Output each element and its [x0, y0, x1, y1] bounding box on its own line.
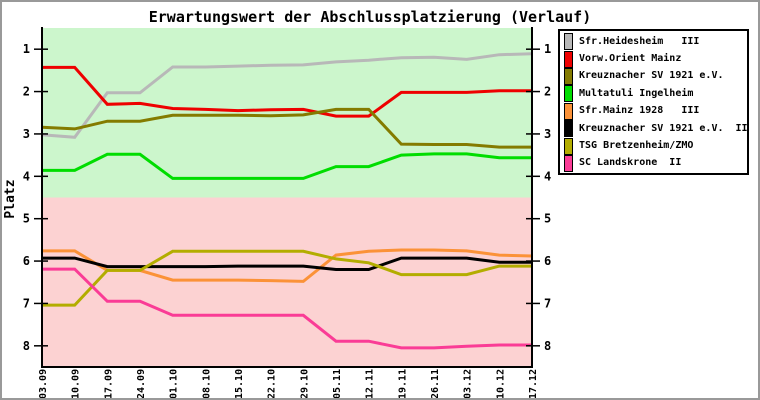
- legend-swatch: [564, 120, 573, 138]
- y-tick-label-left: 3: [23, 127, 30, 141]
- legend-item: Vorw.Orient Mainz: [564, 50, 747, 68]
- legend-label: TSG Bretzenheim/ZMO: [579, 140, 694, 152]
- x-tick-label: 12.11: [365, 369, 376, 399]
- legend-label: Kreuznacher SV 1921 e.V. II: [579, 122, 748, 134]
- y-tick-label-right: 5: [544, 212, 551, 226]
- legend-item: SC Landskrone II: [564, 154, 747, 172]
- zone-upper-placements: [42, 28, 532, 198]
- legend-swatch: [564, 154, 573, 172]
- series-line-0: [41, 52, 533, 139]
- y-tick-label-right: 8: [544, 339, 551, 353]
- x-tick-label: 10.09: [71, 369, 82, 399]
- series-line-1: [42, 65, 532, 118]
- legend-swatch: [564, 137, 573, 155]
- legend-item: Sfr.Heidesheim III: [564, 33, 747, 51]
- x-tick-label: 19.11: [397, 369, 408, 399]
- y-tick-label-right: 3: [544, 127, 551, 141]
- legend-item: Kreuznacher SV 1921 e.V.: [564, 67, 747, 85]
- legend-item: Sfr.Mainz 1928 III: [564, 102, 747, 120]
- x-tick-label: 22.10: [267, 369, 278, 399]
- y-tick-label-right: 4: [544, 169, 551, 183]
- y-tick-label-left: 5: [23, 212, 30, 226]
- x-tick-label: 15.10: [234, 369, 245, 399]
- legend-swatch: [564, 67, 573, 85]
- chart-title: Erwartungswert der Abschlussplatzierung …: [148, 8, 592, 26]
- series-line-3: [42, 152, 532, 180]
- legend-label: SC Landskrone II: [579, 157, 682, 169]
- x-tick-label: 29.10: [299, 369, 310, 399]
- y-tick-label-right: 6: [544, 254, 551, 268]
- y-tick-label-left: 8: [23, 339, 30, 353]
- series-line-2: [41, 107, 532, 149]
- y-tick-label-right: 2: [544, 85, 551, 99]
- y-tick-label-right: 7: [544, 296, 551, 310]
- y-tick-label-left: 6: [23, 254, 30, 268]
- legend-swatch: [564, 102, 573, 120]
- x-tick-label: 03.12: [463, 369, 474, 399]
- y-tick-label-left: 2: [23, 85, 30, 99]
- series-line-5: [42, 256, 532, 271]
- x-tick-label: 17.12: [528, 369, 539, 399]
- legend-label: Vorw.Orient Mainz: [579, 53, 682, 65]
- x-tick-label: 05.11: [332, 369, 343, 399]
- legend-swatch: [564, 33, 573, 51]
- legend-label: Sfr.Heidesheim III: [579, 35, 700, 47]
- legend-item: Kreuznacher SV 1921 e.V. II: [564, 120, 748, 138]
- legend-swatch: [564, 50, 573, 68]
- series-line-6: [42, 249, 532, 307]
- y-tick-label-right: 1: [544, 42, 551, 56]
- x-tick-label: 17.09: [103, 369, 114, 399]
- x-tick-label: 01.10: [169, 369, 180, 399]
- x-tick-label: 26.11: [430, 369, 441, 399]
- x-tick-label: 03.09: [38, 369, 49, 399]
- legend-item: Multatuli Ingelheim: [564, 85, 747, 103]
- legend-item: TSG Bretzenheim/ZMO: [564, 137, 747, 155]
- y-tick-label-left: 7: [23, 296, 30, 310]
- y-tick-label-left: 1: [23, 42, 30, 56]
- legend-label: Multatuli Ingelheim: [579, 87, 694, 99]
- x-tick-label: 24.09: [136, 369, 147, 399]
- x-tick-label: 10.12: [495, 369, 506, 399]
- legend-swatch: [564, 85, 573, 103]
- legend-label: Sfr.Mainz 1928 III: [579, 105, 700, 117]
- y-tick-label-left: 4: [23, 169, 30, 183]
- series-line-7: [42, 267, 532, 350]
- legend-label: Kreuznacher SV 1921 e.V.: [579, 70, 724, 82]
- legend: Sfr.Heidesheim III Vorw.Orient Mainz Kreuz…: [558, 29, 749, 175]
- x-tick-label: 08.10: [201, 369, 212, 399]
